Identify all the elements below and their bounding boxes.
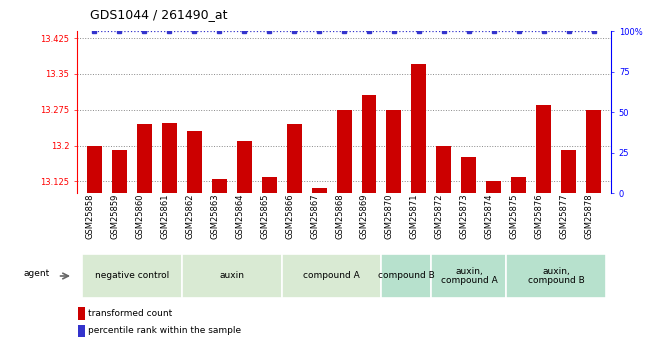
Text: GSM25876: GSM25876: [535, 193, 544, 239]
Bar: [387, 110, 401, 193]
Text: GSM25875: GSM25875: [510, 193, 519, 239]
Bar: [78, 325, 86, 337]
Bar: [186, 131, 202, 193]
Text: GSM25867: GSM25867: [310, 193, 319, 239]
Bar: [536, 105, 551, 193]
Bar: [162, 122, 177, 193]
Text: GSM25874: GSM25874: [485, 193, 494, 239]
Text: GSM25877: GSM25877: [560, 193, 568, 239]
Bar: [282, 255, 381, 297]
Bar: [182, 255, 282, 297]
Bar: [511, 177, 526, 193]
Bar: [411, 65, 426, 193]
Bar: [236, 141, 252, 193]
Bar: [436, 146, 452, 193]
Text: GSM25870: GSM25870: [385, 193, 394, 239]
Bar: [337, 110, 351, 193]
Text: GSM25878: GSM25878: [584, 193, 594, 239]
Text: GSM25862: GSM25862: [185, 193, 194, 239]
Text: GSM25864: GSM25864: [235, 193, 244, 239]
Text: auxin,
compound B: auxin, compound B: [528, 267, 584, 285]
Text: GSM25865: GSM25865: [260, 193, 269, 239]
Text: compound A: compound A: [303, 272, 360, 280]
Bar: [137, 124, 152, 193]
Bar: [112, 150, 127, 193]
Text: GSM25873: GSM25873: [460, 193, 469, 239]
Text: GSM25863: GSM25863: [210, 193, 219, 239]
Bar: [462, 157, 476, 193]
Text: GSM25866: GSM25866: [285, 193, 294, 239]
Text: GSM25869: GSM25869: [360, 193, 369, 239]
Bar: [561, 150, 576, 193]
Text: GSM25858: GSM25858: [86, 193, 94, 239]
Bar: [361, 96, 377, 193]
Text: negative control: negative control: [95, 272, 169, 280]
Bar: [587, 110, 601, 193]
Text: transformed count: transformed count: [88, 309, 172, 318]
Bar: [381, 255, 432, 297]
Text: auxin: auxin: [219, 272, 244, 280]
Bar: [78, 307, 86, 319]
Bar: [506, 255, 607, 297]
Text: GSM25859: GSM25859: [110, 193, 120, 239]
Text: GDS1044 / 261490_at: GDS1044 / 261490_at: [90, 8, 228, 21]
Text: agent: agent: [23, 269, 49, 278]
Bar: [432, 255, 506, 297]
Text: GSM25860: GSM25860: [135, 193, 144, 239]
Bar: [311, 188, 327, 193]
Text: GSM25871: GSM25871: [410, 193, 419, 239]
Text: GSM25868: GSM25868: [335, 193, 344, 239]
Bar: [486, 181, 502, 193]
Bar: [262, 177, 277, 193]
Bar: [287, 124, 301, 193]
Bar: [212, 179, 226, 193]
Text: percentile rank within the sample: percentile rank within the sample: [88, 326, 241, 335]
Text: auxin,
compound A: auxin, compound A: [440, 267, 497, 285]
Text: compound B: compound B: [378, 272, 435, 280]
Bar: [81, 255, 182, 297]
Text: GSM25872: GSM25872: [435, 193, 444, 239]
Text: GSM25861: GSM25861: [160, 193, 169, 239]
Bar: [87, 146, 102, 193]
